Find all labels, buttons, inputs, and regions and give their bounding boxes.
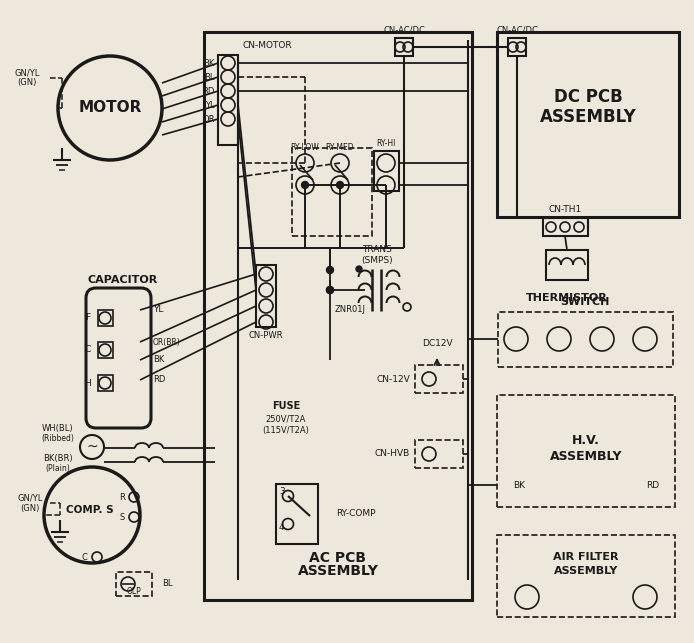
Circle shape	[356, 266, 362, 272]
Text: COMP. S: COMP. S	[66, 505, 114, 515]
Bar	[498, 312, 673, 367]
Bar	[256, 265, 276, 327]
Text: BK(BR): BK(BR)	[43, 453, 73, 462]
Text: DC12V: DC12V	[422, 338, 452, 347]
Text: RD: RD	[203, 87, 215, 96]
Text: CN-12V: CN-12V	[376, 374, 410, 383]
Text: (Ribbed): (Ribbed)	[42, 433, 74, 442]
Text: CN-AC/DC: CN-AC/DC	[383, 26, 425, 35]
Text: RY-MED: RY-MED	[325, 143, 355, 152]
Text: OLP: OLP	[126, 588, 142, 597]
Text: ASSEMBLY: ASSEMBLY	[550, 451, 623, 464]
Bar	[292, 148, 372, 236]
Text: H.V.: H.V.	[572, 433, 600, 446]
Text: GN/YL: GN/YL	[15, 69, 40, 78]
Bar	[98, 342, 113, 358]
Text: (GN): (GN)	[17, 78, 37, 87]
Text: CN-HVB: CN-HVB	[375, 449, 410, 458]
Text: GN/YL: GN/YL	[17, 493, 43, 502]
Bar	[546, 250, 588, 280]
Text: CN-AC/DC: CN-AC/DC	[496, 26, 538, 35]
Text: RD: RD	[646, 480, 659, 489]
Text: R: R	[119, 493, 125, 502]
Bar	[497, 535, 675, 617]
Text: 4: 4	[279, 523, 285, 532]
Text: RY-HI: RY-HI	[376, 138, 396, 147]
Text: WH(BL): WH(BL)	[42, 424, 74, 433]
Bar	[415, 440, 463, 468]
Text: BK: BK	[513, 480, 525, 489]
Bar	[543, 218, 588, 236]
Text: SWITCH: SWITCH	[560, 297, 610, 307]
Text: H: H	[85, 379, 92, 388]
Text: RY-LOW: RY-LOW	[291, 143, 319, 152]
Circle shape	[326, 287, 334, 293]
Text: YL: YL	[205, 100, 215, 109]
Text: CN-MOTOR: CN-MOTOR	[243, 42, 293, 51]
Bar	[497, 395, 675, 507]
Bar	[395, 38, 413, 56]
Text: AIR FILTER: AIR FILTER	[553, 552, 619, 562]
Circle shape	[326, 287, 334, 293]
Bar	[374, 151, 399, 191]
Text: (GN): (GN)	[20, 503, 40, 512]
Text: THERMISTOR: THERMISTOR	[526, 293, 608, 303]
Bar	[415, 365, 463, 393]
Bar	[204, 32, 472, 600]
Text: 3: 3	[279, 487, 285, 496]
Text: ZNR01J: ZNR01J	[335, 305, 366, 314]
Text: OR: OR	[203, 114, 215, 123]
Text: YL: YL	[153, 305, 163, 314]
Text: F: F	[85, 314, 90, 323]
Text: CN-TH1: CN-TH1	[548, 204, 582, 213]
Text: S: S	[119, 512, 125, 521]
Bar	[276, 484, 318, 544]
Text: C: C	[81, 552, 87, 561]
Bar	[116, 572, 152, 596]
Text: ASSEMBLY: ASSEMBLY	[298, 564, 378, 578]
Text: DC PCB: DC PCB	[554, 88, 623, 106]
Circle shape	[337, 181, 344, 188]
Text: BK: BK	[203, 59, 215, 68]
Text: OR(BR): OR(BR)	[153, 338, 180, 347]
Text: RY-COMP: RY-COMP	[336, 509, 375, 518]
Text: ~: ~	[86, 440, 98, 454]
Text: 250V/T2A: 250V/T2A	[266, 415, 306, 424]
Text: (Plain): (Plain)	[46, 464, 70, 473]
Text: BL: BL	[162, 579, 173, 588]
Text: BL: BL	[205, 73, 215, 82]
Text: BK: BK	[153, 356, 164, 365]
Text: C: C	[85, 345, 91, 354]
Bar	[508, 38, 526, 56]
Bar	[497, 32, 679, 217]
Bar	[98, 375, 113, 391]
Text: FUSE: FUSE	[272, 401, 300, 411]
Text: MOTOR: MOTOR	[78, 100, 142, 116]
Text: AC PCB: AC PCB	[310, 551, 366, 565]
Text: CN-PWR: CN-PWR	[248, 331, 283, 340]
Bar	[98, 310, 113, 326]
Circle shape	[326, 266, 334, 273]
Text: RD: RD	[153, 376, 165, 385]
Text: (115V/T2A): (115V/T2A)	[262, 426, 310, 435]
Text: (SMPS): (SMPS)	[361, 255, 393, 264]
Bar	[218, 55, 238, 145]
Circle shape	[301, 181, 309, 188]
Text: TRANS: TRANS	[362, 246, 392, 255]
Text: ASSEMBLY: ASSEMBLY	[554, 566, 618, 576]
Text: ASSEMBLY: ASSEMBLY	[540, 108, 636, 126]
Text: CAPACITOR: CAPACITOR	[88, 275, 158, 285]
